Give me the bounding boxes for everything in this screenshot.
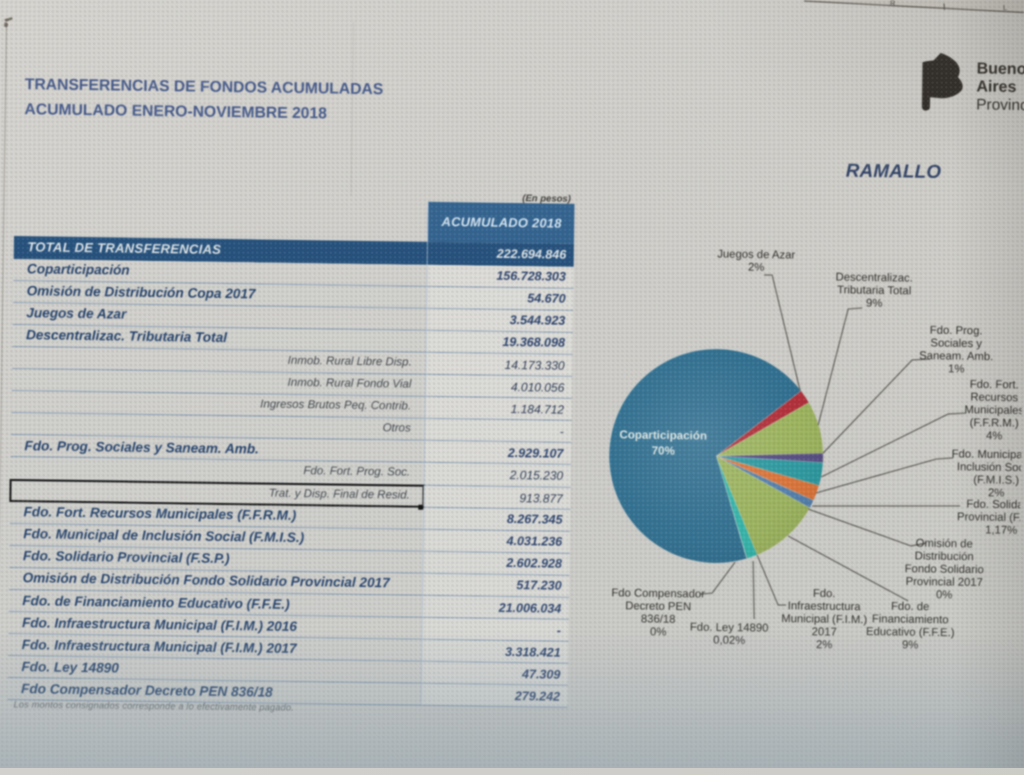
svg-text:1,17%: 1,17% bbox=[985, 524, 1017, 536]
svg-text:Municipal (F.I.M.): Municipal (F.I.M.) bbox=[781, 613, 867, 626]
svg-text:9%: 9% bbox=[902, 639, 918, 651]
svg-text:Coparticipación: Coparticipación bbox=[619, 428, 707, 442]
svg-text:Fdo. de: Fdo. de bbox=[891, 601, 929, 614]
svg-text:Fdo. Prog.: Fdo. Prog. bbox=[930, 325, 983, 338]
svg-text:L: L bbox=[1003, 3, 1007, 12]
svg-text:Recursos: Recursos bbox=[970, 391, 1018, 404]
svg-text:2%: 2% bbox=[748, 262, 764, 274]
svg-text:2017: 2017 bbox=[811, 626, 836, 638]
svg-text:9%: 9% bbox=[866, 298, 882, 310]
svg-text:(F.M.I.S.): (F.M.I.S.) bbox=[973, 474, 1019, 487]
svg-text:70%: 70% bbox=[651, 444, 674, 457]
svg-text:2%: 2% bbox=[988, 487, 1004, 499]
svg-text:Fdo. Fort.: Fdo. Fort. bbox=[969, 379, 1018, 392]
svg-text:Inclusión Social: Inclusión Social bbox=[957, 461, 1024, 474]
svg-text:Omisión de: Omisión de bbox=[915, 538, 972, 551]
svg-text:1%: 1% bbox=[948, 363, 964, 375]
svg-text:Tributaria Total: Tributaria Total bbox=[837, 284, 911, 297]
svg-text:Fdo. Municipal de: Fdo. Municipal de bbox=[951, 448, 1024, 461]
svg-text:Infraestructura: Infraestructura bbox=[788, 600, 862, 613]
svg-text:Fdo. Solidario: Fdo. Solidario bbox=[966, 499, 1024, 512]
svg-text:836/18: 836/18 bbox=[641, 613, 676, 625]
svg-text:Provincial (F.S.P.): Provincial (F.S.P.) bbox=[957, 511, 1024, 524]
svg-text:Decreto PEN: Decreto PEN bbox=[625, 600, 691, 613]
svg-text:Fondo Solidario: Fondo Solidario bbox=[904, 563, 983, 576]
svg-text:2%: 2% bbox=[816, 639, 832, 651]
svg-text:0,02%: 0,02% bbox=[713, 635, 745, 647]
svg-text:Saneam. Amb.: Saneam. Amb. bbox=[919, 350, 993, 363]
svg-text:Financiamiento: Financiamiento bbox=[872, 613, 949, 626]
svg-text:Fdo.: Fdo. bbox=[813, 588, 836, 600]
svg-text:Municipales: Municipales bbox=[964, 404, 1024, 417]
svg-text:0%: 0% bbox=[936, 589, 952, 601]
svg-text:Distribución: Distribución bbox=[914, 550, 973, 563]
svg-text:R: R bbox=[890, 0, 896, 8]
svg-text:Descentralizac.: Descentralizac. bbox=[835, 272, 912, 285]
svg-text:(F.F.R.M.): (F.F.R.M.) bbox=[969, 417, 1018, 430]
svg-text:Sociales y: Sociales y bbox=[930, 337, 982, 350]
svg-text:Educativo (F.F.E.): Educativo (F.F.E.) bbox=[866, 626, 955, 639]
svg-text:Fdo Compensador: Fdo Compensador bbox=[611, 587, 705, 600]
svg-text:Provincial 2017: Provincial 2017 bbox=[905, 576, 982, 589]
svg-text:Fdo. Ley 14890: Fdo. Ley 14890 bbox=[690, 622, 769, 635]
svg-text:Juegos de Azar: Juegos de Azar bbox=[717, 248, 795, 261]
svg-text:4%: 4% bbox=[986, 430, 1002, 442]
svg-text:0%: 0% bbox=[650, 626, 666, 638]
